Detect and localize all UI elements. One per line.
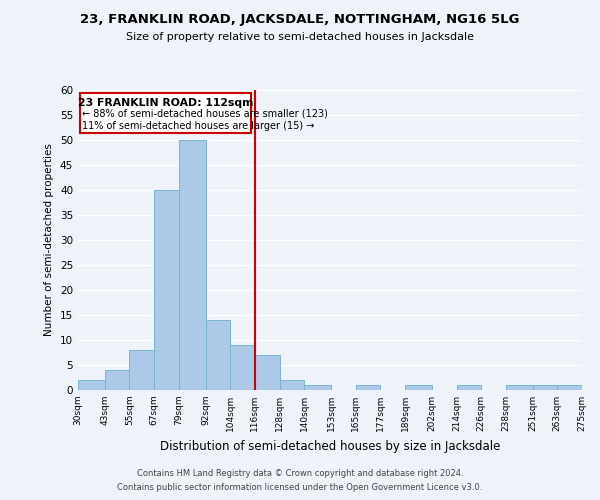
FancyBboxPatch shape [80, 92, 251, 132]
Bar [105, 370, 130, 390]
Bar [130, 350, 154, 390]
Bar [230, 345, 255, 390]
Bar [154, 190, 179, 390]
Text: 11% of semi-detached houses are larger (15) →: 11% of semi-detached houses are larger (… [82, 121, 314, 131]
Text: Contains HM Land Registry data © Crown copyright and database right 2024.: Contains HM Land Registry data © Crown c… [137, 468, 463, 477]
Bar [506, 385, 533, 390]
Text: Size of property relative to semi-detached houses in Jacksdale: Size of property relative to semi-detach… [126, 32, 474, 42]
Bar [179, 140, 206, 390]
Bar [557, 385, 582, 390]
Bar [78, 380, 105, 390]
Text: 23 FRANKLIN ROAD: 112sqm: 23 FRANKLIN ROAD: 112sqm [78, 98, 253, 108]
Bar [356, 385, 380, 390]
Bar [304, 385, 331, 390]
Bar [405, 385, 432, 390]
Bar [255, 355, 280, 390]
Bar [533, 385, 557, 390]
Text: Contains public sector information licensed under the Open Government Licence v3: Contains public sector information licen… [118, 484, 482, 492]
Text: ← 88% of semi-detached houses are smaller (123): ← 88% of semi-detached houses are smalle… [82, 109, 328, 119]
Bar [457, 385, 481, 390]
Y-axis label: Number of semi-detached properties: Number of semi-detached properties [44, 144, 55, 336]
X-axis label: Distribution of semi-detached houses by size in Jacksdale: Distribution of semi-detached houses by … [160, 440, 500, 452]
Text: 23, FRANKLIN ROAD, JACKSDALE, NOTTINGHAM, NG16 5LG: 23, FRANKLIN ROAD, JACKSDALE, NOTTINGHAM… [80, 12, 520, 26]
Bar [206, 320, 230, 390]
Bar [280, 380, 304, 390]
